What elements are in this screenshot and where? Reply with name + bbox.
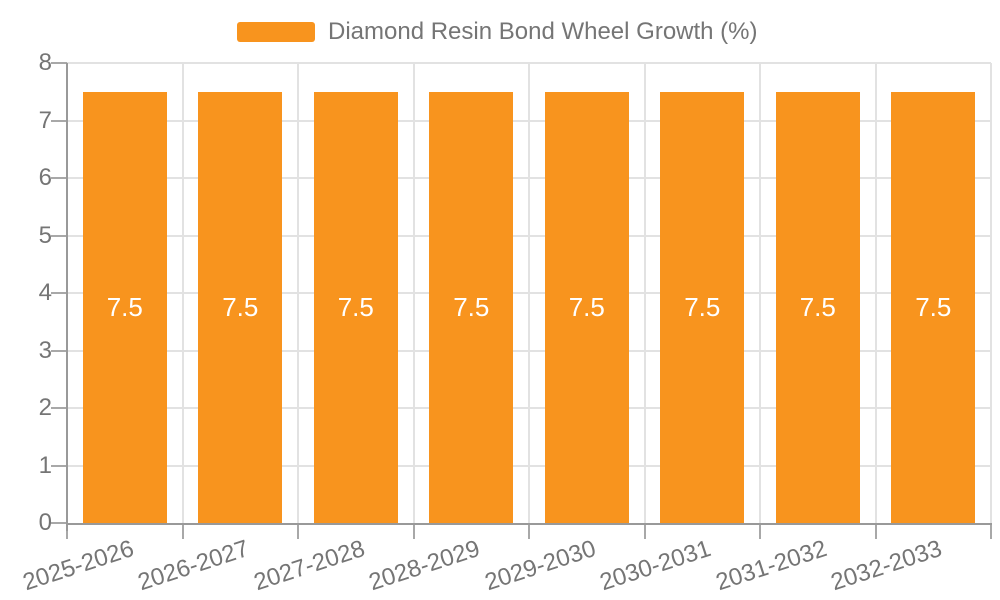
bar	[198, 91, 283, 524]
legend-swatch	[237, 22, 315, 42]
legend: Diamond Resin Bond Wheel Growth (%)	[237, 18, 758, 46]
y-tick	[51, 522, 67, 524]
legend-label: Diamond Resin Bond Wheel Growth (%)	[328, 18, 758, 45]
y-tick-label: 4	[38, 279, 52, 306]
bar-value-label: 7.5	[337, 292, 374, 323]
x-tick	[297, 523, 299, 539]
grid-line-vertical	[644, 63, 646, 523]
x-tick-label: 2029-2030	[481, 535, 600, 597]
bar	[660, 91, 745, 524]
y-tick	[51, 120, 67, 122]
bar-value-label: 7.5	[915, 292, 952, 323]
y-tick	[51, 177, 67, 179]
x-tick-label: 2030-2031	[597, 535, 715, 597]
grid-line-vertical	[759, 63, 761, 523]
bar-value-label: 7.5	[568, 292, 605, 323]
x-tick	[182, 523, 184, 539]
legend-item[interactable]: Diamond Resin Bond Wheel Growth (%)	[237, 18, 758, 46]
y-tick-label: 0	[38, 509, 52, 536]
x-tick-label: 2031-2032	[712, 535, 831, 597]
bar	[82, 91, 167, 524]
y-tick	[51, 350, 67, 352]
bar	[313, 91, 398, 524]
bar	[544, 91, 629, 524]
x-tick	[644, 523, 646, 539]
x-tick	[875, 523, 877, 539]
y-tick-label: 5	[38, 222, 52, 249]
x-tick-label: 2025-2026	[19, 535, 138, 597]
y-tick-label: 1	[38, 452, 52, 479]
y-tick-label: 6	[38, 164, 52, 191]
x-tick	[66, 523, 68, 539]
y-tick-label: 7	[38, 107, 52, 134]
grid-line-vertical	[528, 63, 530, 523]
bar-value-label: 7.5	[684, 292, 721, 323]
grid-line-vertical	[875, 63, 877, 523]
bar	[429, 91, 514, 524]
bar-value-label: 7.5	[106, 292, 143, 323]
x-tick	[528, 523, 530, 539]
grid-line-vertical	[182, 63, 184, 523]
x-tick-label: 2032-2033	[828, 535, 946, 597]
y-axis-line	[66, 63, 68, 531]
y-tick-label: 8	[38, 49, 52, 76]
y-tick	[51, 465, 67, 467]
bar-value-label: 7.5	[453, 292, 490, 323]
grid-line-vertical	[990, 63, 992, 523]
grid-line-vertical	[297, 63, 299, 523]
y-tick	[51, 235, 67, 237]
bar	[891, 91, 976, 524]
x-tick	[990, 523, 992, 539]
x-axis-line	[66, 523, 992, 525]
x-tick	[759, 523, 761, 539]
y-tick	[51, 292, 67, 294]
x-tick	[413, 523, 415, 539]
bar-value-label: 7.5	[222, 292, 259, 323]
y-tick	[51, 62, 67, 64]
y-tick-label: 3	[38, 337, 52, 364]
y-tick	[51, 407, 67, 409]
x-tick-label: 2028-2029	[366, 535, 484, 597]
y-tick-label: 2	[38, 394, 52, 421]
x-tick-label: 2027-2028	[250, 535, 369, 597]
bar-value-label: 7.5	[799, 292, 836, 323]
bar	[775, 91, 860, 524]
x-tick-label: 2026-2027	[135, 535, 253, 597]
grid-line-vertical	[413, 63, 415, 523]
